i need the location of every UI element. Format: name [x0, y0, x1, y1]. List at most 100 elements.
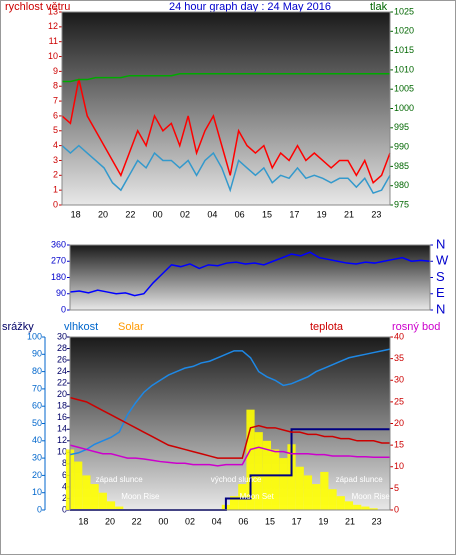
x-tick-label: 17 — [289, 209, 299, 219]
solar-bar — [320, 471, 329, 510]
plot-frame — [69, 244, 431, 311]
x-tick-label: 00 — [158, 516, 168, 526]
series-line — [69, 444, 390, 467]
tick-label: 5 — [394, 483, 399, 493]
solar-bar — [336, 496, 345, 510]
tick-label: 12 — [57, 435, 67, 445]
tick-label: N — [436, 301, 445, 316]
x-tick-label: 22 — [125, 209, 135, 219]
tick-label: E — [436, 285, 445, 300]
annotation: Moon Rise — [121, 492, 160, 501]
solar-bar — [90, 484, 99, 510]
solar-bar — [353, 504, 362, 510]
solar-bar — [295, 466, 304, 510]
x-tick-label: 21 — [344, 209, 354, 219]
tick-label: 1020 — [394, 26, 414, 36]
tick-label: 50 — [32, 418, 42, 428]
tick-label: 30 — [57, 331, 67, 341]
tick-label: 4 — [53, 140, 58, 150]
tick-label: 12 — [48, 21, 58, 31]
solar-bar — [230, 496, 239, 510]
tick-label: 1015 — [394, 45, 414, 55]
tick-label: 6 — [62, 470, 67, 480]
tick-label: 80 — [32, 366, 42, 376]
tick-label: 13 — [48, 6, 58, 16]
tick-label: 990 — [394, 141, 409, 151]
tick-label: 270 — [51, 256, 66, 266]
tick-label: 1 — [53, 185, 58, 195]
tick-label: 26 — [57, 354, 67, 364]
tick-label: 28 — [57, 343, 67, 353]
tick-label: 25 — [394, 396, 404, 406]
plot-background — [62, 12, 390, 205]
x-tick-label: 04 — [212, 516, 222, 526]
series-line — [61, 144, 391, 195]
tick-label: W — [436, 253, 449, 268]
solar-bar — [115, 506, 124, 510]
solar-bar — [106, 501, 116, 510]
tick-label: 30 — [394, 375, 404, 385]
tick-label: N — [436, 236, 445, 251]
plot-background — [70, 245, 430, 310]
tick-label: 5 — [53, 125, 58, 135]
x-tick-label: 22 — [132, 516, 142, 526]
x-tick-label: 04 — [207, 209, 217, 219]
x-tick-label: 19 — [318, 516, 328, 526]
solar-bar — [254, 432, 263, 510]
tick-label: 1010 — [394, 64, 414, 74]
solar-bar — [246, 409, 255, 510]
x-tick-label: 02 — [185, 516, 195, 526]
tick-label: 1000 — [394, 103, 414, 113]
annotation: západ slunce — [336, 475, 384, 484]
tick-label: 18 — [57, 401, 67, 411]
x-tick-label: 18 — [71, 209, 81, 219]
annotation: Moon Rise — [352, 492, 391, 501]
y-axis-label: rychlost větru — [5, 1, 70, 13]
tick-label: 1025 — [394, 6, 414, 16]
tick-label: 60 — [32, 401, 42, 411]
solar-bar — [271, 449, 280, 510]
legend-label: vlhkost — [64, 321, 98, 333]
x-tick-label: 02 — [180, 209, 190, 219]
tick-label: 980 — [394, 180, 409, 190]
legend-label: teplota — [310, 321, 344, 333]
chart-title: 24 hour graph day : 24 May 2016 — [169, 1, 331, 13]
tick-label: 10 — [394, 461, 404, 471]
tick-label: 90 — [32, 349, 42, 359]
plot-frame — [69, 336, 391, 511]
tick-label: 0 — [37, 504, 42, 514]
tick-label: 40 — [32, 435, 42, 445]
annotation: západ slunce — [96, 475, 144, 484]
plot-frame — [61, 11, 391, 206]
legend-label: Solar — [118, 321, 144, 333]
tick-label: 180 — [51, 272, 66, 282]
x-tick-label: 00 — [153, 209, 163, 219]
annotation: východ slunce — [211, 475, 262, 484]
x-tick-label: 23 — [372, 516, 382, 526]
solar-bar — [328, 489, 337, 510]
tick-label: 35 — [394, 353, 404, 363]
tick-label: 10 — [57, 447, 67, 457]
tick-label: 11 — [49, 36, 58, 46]
series-line — [69, 396, 390, 459]
tick-label: 24 — [57, 366, 67, 376]
solar-bar — [74, 461, 83, 510]
series-line — [62, 73, 390, 83]
tick-label: 8 — [62, 458, 67, 468]
solar-bar — [287, 444, 296, 510]
tick-label: 1005 — [394, 84, 414, 94]
solar-bar — [82, 475, 91, 510]
x-tick-label: 18 — [78, 516, 88, 526]
tick-label: 90 — [56, 288, 66, 298]
x-tick-label: 20 — [98, 209, 108, 219]
tick-label: 0 — [394, 504, 399, 514]
tick-label: 16 — [57, 412, 67, 422]
y2-axis-label: tlak — [370, 1, 388, 13]
tick-label: 40 — [394, 331, 404, 341]
tick-label: 975 — [394, 199, 409, 209]
tick-label: 100 — [27, 331, 42, 341]
tick-label: 0 — [53, 199, 58, 209]
solar-bar — [369, 508, 378, 510]
tick-label: 3 — [53, 155, 58, 165]
